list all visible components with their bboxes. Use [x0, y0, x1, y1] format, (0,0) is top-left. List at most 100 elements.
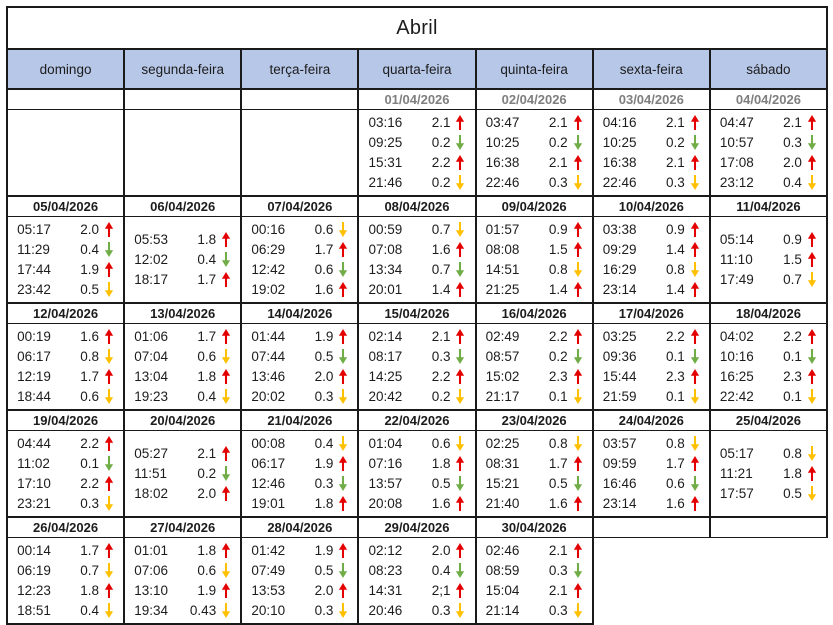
tide-down-icon: [690, 262, 699, 277]
tide-up-icon: [222, 369, 231, 384]
tide-down-icon: [807, 135, 817, 150]
tide-height: 1.8: [197, 542, 217, 558]
tide-cell: 03:57 0.8 09:59 1.7 16:46 0.6 23:14 1.6: [591, 430, 711, 518]
tide-down-icon: [456, 349, 465, 364]
tide-time: 06:29: [251, 241, 286, 257]
tide-height: 1.7: [80, 542, 100, 558]
date-cell: 29/04/2026: [357, 516, 477, 538]
tide-entry: 01:06 1.7: [125, 327, 240, 347]
tide-height: 0.2: [665, 134, 685, 150]
tide-cell: 05:53 1.8 12:02 0.4 18:17 1.7: [123, 216, 243, 304]
tide-time: 05:27: [134, 445, 168, 461]
tide-entry: 00:59 0.7: [359, 220, 474, 240]
tide-time: 17:44: [17, 261, 51, 277]
tide-up-icon: [222, 583, 231, 598]
tide-entry: 04:47 2.1: [711, 113, 826, 133]
tide-up-icon: [573, 583, 582, 598]
tide-time: 14:31: [368, 582, 403, 598]
tide-height: 2.1: [548, 582, 568, 598]
tide-height: 0.3: [548, 562, 568, 578]
tide-cell: [5, 109, 126, 197]
tide-up-icon: [807, 369, 817, 384]
tide-entry: 13:57 0.5: [359, 474, 474, 494]
tide-down-icon: [104, 349, 114, 364]
tide-up-icon: [573, 222, 582, 237]
tide-time: 01:57: [485, 221, 520, 237]
tide-entry: 22:42 0.1: [711, 387, 826, 407]
date-header-row: 12/04/2026 13/04/2026 14/04/2026 15/04/2026…: [5, 302, 829, 324]
tide-time: 02:49: [485, 328, 520, 344]
tide-time: 16:38: [485, 154, 520, 170]
tide-entry: 00:08 0.4: [242, 434, 357, 454]
tide-time: 07:44: [251, 348, 286, 364]
tide-height: 2.2: [80, 435, 100, 451]
tide-time: 12:19: [17, 368, 51, 384]
tide-time: 07:16: [368, 455, 403, 471]
tide-down-icon: [339, 476, 348, 491]
tide-up-icon: [222, 232, 231, 247]
tide-height: 0.2: [548, 134, 568, 150]
tide-height: 0.3: [431, 602, 451, 618]
tide-cell: 02:14 2.1 08:17 0.3 14:25 2.2 20:42 0.2: [357, 323, 477, 411]
tide-down-icon: [339, 349, 348, 364]
tide-cell: 04:47 2.1 10:57 0.3 17:08 2.0 23:12 0.4: [708, 109, 829, 197]
tide-entry: 21:59 0.1: [594, 387, 709, 407]
tide-entry: 15:31 2.2: [359, 153, 474, 173]
tide-height: 0.5: [783, 485, 802, 501]
tide-time: 20:42: [368, 388, 403, 404]
tide-time: 21:40: [485, 495, 520, 511]
tide-height: 0.4: [314, 435, 334, 451]
tide-entry: 03:25 2.2: [594, 327, 709, 347]
tide-height: 2.1: [548, 154, 568, 170]
tide-up-icon: [807, 232, 817, 247]
date-cell: 20/04/2026: [123, 409, 243, 431]
tide-time: 06:17: [251, 455, 286, 471]
weekday-header-row: domingo segunda-feira terça-feira quarta-fe…: [5, 48, 829, 90]
tide-time: 23:14: [602, 281, 637, 297]
tide-entry: 23:42 0.5: [8, 280, 123, 300]
tide-height: 2.1: [665, 154, 685, 170]
tide-height: 1.7: [197, 328, 217, 344]
tide-height: 2.0: [80, 221, 100, 237]
tide-down-icon: [807, 175, 817, 190]
tide-up-icon: [456, 282, 465, 297]
tide-height: 0.5: [314, 562, 334, 578]
tide-up-icon: [104, 476, 114, 491]
tide-down-icon: [222, 389, 231, 404]
tide-time: 08:17: [368, 348, 403, 364]
tide-time: 05:17: [719, 445, 754, 461]
tide-height: 0.5: [314, 348, 334, 364]
tide-cell: 01:44 1.9 07:44 0.5 13:46 2.0 20:02 0.3: [240, 323, 360, 411]
tide-height: 1.5: [783, 251, 802, 267]
tide-entry: 09:36 0.1: [594, 347, 709, 367]
date-cell: 11/04/2026: [708, 195, 829, 217]
tide-time: 18:51: [17, 602, 51, 618]
tide-entry: 21:14 0.3: [477, 601, 592, 621]
tide-down-icon: [456, 135, 465, 150]
tide-down-icon: [573, 175, 582, 190]
tide-down-icon: [690, 349, 699, 364]
tide-entry: 22:46 0.3: [594, 173, 709, 193]
tide-height: 1.7: [80, 368, 100, 384]
tide-entry: 12:02 0.4: [125, 250, 240, 270]
tide-down-icon: [456, 476, 465, 491]
date-cell: 15/04/2026: [357, 302, 477, 324]
tide-time: 05:17: [17, 221, 51, 237]
tide-time: 08:08: [485, 241, 520, 257]
tide-up-icon: [456, 456, 465, 471]
tide-height: 1.6: [431, 495, 451, 511]
date-cell: 03/04/2026: [591, 88, 711, 110]
tide-down-icon: [456, 436, 465, 451]
tide-entry: 00:19 1.6: [8, 327, 123, 347]
tide-height: 1.8: [314, 495, 334, 511]
date-cell: 10/04/2026: [591, 195, 711, 217]
tide-height: 1.4: [665, 281, 685, 297]
tide-time: 03:47: [485, 114, 520, 130]
tide-time: 14:51: [485, 261, 520, 277]
tide-entry: 15:21 0.5: [477, 474, 592, 494]
tide-time: 12:23: [17, 582, 51, 598]
tide-up-icon: [456, 496, 465, 511]
tide-time: 10:16: [719, 348, 754, 364]
tide-time: 05:14: [719, 231, 754, 247]
tide-height: 1.6: [665, 495, 685, 511]
